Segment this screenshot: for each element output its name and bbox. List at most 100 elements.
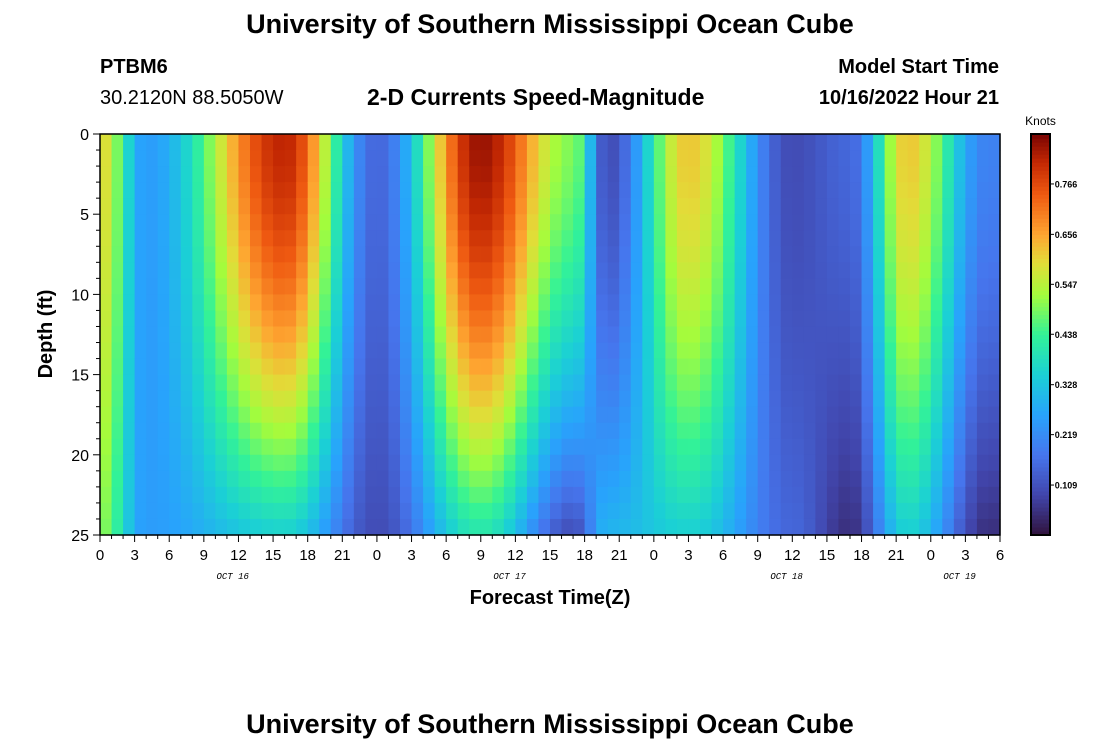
heatmap-cell bbox=[376, 454, 390, 472]
heatmap-cell bbox=[261, 278, 274, 295]
heatmap-cell bbox=[526, 422, 540, 440]
heatmap-cell bbox=[607, 502, 620, 520]
heatmap-cell bbox=[653, 358, 666, 376]
heatmap-cell bbox=[457, 422, 470, 440]
heatmap-cell bbox=[273, 182, 286, 199]
heatmap-cell bbox=[573, 390, 586, 408]
heatmap-cell bbox=[526, 182, 540, 199]
heatmap-cell bbox=[446, 150, 459, 167]
heatmap-cell bbox=[250, 182, 263, 199]
heatmap-cell bbox=[330, 198, 343, 215]
heatmap-cell bbox=[965, 454, 978, 472]
heatmap-cell bbox=[226, 470, 240, 488]
heatmap-cell bbox=[884, 470, 897, 488]
heatmap-cell bbox=[376, 438, 390, 456]
heatmap-cell bbox=[423, 502, 436, 520]
heatmap-cell bbox=[803, 486, 816, 504]
heatmap-cell bbox=[157, 134, 170, 151]
heatmap-cell bbox=[884, 422, 897, 440]
heatmap-cell bbox=[723, 438, 736, 456]
heatmap-cell bbox=[146, 518, 159, 536]
heatmap-cell bbox=[134, 342, 147, 360]
heatmap-cell bbox=[688, 310, 701, 328]
heatmap-cell bbox=[134, 486, 147, 504]
colorbar-segment bbox=[1031, 422, 1050, 428]
heatmap-cell bbox=[930, 358, 943, 376]
heatmap-cell bbox=[169, 422, 182, 440]
heatmap-cell bbox=[411, 166, 424, 183]
heatmap-cell bbox=[826, 166, 840, 183]
heatmap-cell bbox=[942, 326, 955, 344]
heatmap-cell bbox=[307, 454, 320, 472]
heatmap-cell bbox=[100, 486, 113, 504]
heatmap-cell bbox=[146, 214, 159, 231]
heatmap-cell bbox=[492, 278, 505, 295]
heatmap-cell bbox=[492, 310, 505, 328]
heatmap-cell bbox=[769, 230, 782, 247]
heatmap-cell bbox=[146, 502, 159, 520]
heatmap-cell bbox=[123, 278, 136, 295]
heatmap-cell bbox=[434, 198, 447, 215]
heatmap-cell bbox=[838, 454, 851, 472]
heatmap-cell bbox=[423, 214, 436, 231]
heatmap-cell bbox=[942, 134, 955, 151]
heatmap-cell bbox=[769, 422, 782, 440]
heatmap-cell bbox=[157, 214, 170, 231]
heatmap-cell bbox=[284, 246, 297, 263]
heatmap-cell bbox=[746, 422, 759, 440]
heatmap-cell bbox=[965, 246, 978, 263]
heatmap-cell bbox=[365, 390, 378, 408]
heatmap-cell bbox=[273, 214, 286, 231]
heatmap-cell bbox=[434, 214, 447, 231]
heatmap-cell bbox=[342, 246, 355, 263]
heatmap-cell bbox=[169, 294, 182, 312]
heatmap-cell bbox=[238, 294, 251, 312]
heatmap-cell bbox=[896, 358, 909, 376]
heatmap-cell bbox=[330, 182, 343, 199]
heatmap-cell bbox=[930, 374, 943, 392]
heatmap-cell bbox=[942, 166, 955, 183]
heatmap-cell bbox=[123, 438, 136, 456]
heatmap-cell bbox=[850, 326, 863, 344]
heatmap-cell bbox=[411, 502, 424, 520]
heatmap-cell bbox=[226, 310, 240, 328]
heatmap-cell bbox=[607, 230, 620, 247]
heatmap-cell bbox=[250, 214, 263, 231]
heatmap-cell bbox=[526, 342, 540, 360]
heatmap-cell bbox=[100, 182, 113, 199]
heatmap-cell bbox=[953, 198, 966, 215]
heatmap-cell bbox=[284, 326, 297, 344]
heatmap-cell bbox=[342, 470, 355, 488]
heatmap-cell bbox=[953, 166, 966, 183]
heatmap-cell bbox=[561, 438, 574, 456]
heatmap-cell bbox=[180, 198, 193, 215]
heatmap-cell bbox=[584, 150, 597, 167]
heatmap-cell bbox=[261, 198, 274, 215]
heatmap-cell bbox=[469, 198, 482, 215]
heatmap-cell bbox=[792, 390, 805, 408]
heatmap-cell bbox=[815, 422, 828, 440]
heatmap-cell bbox=[919, 342, 932, 360]
heatmap-cell bbox=[423, 166, 436, 183]
heatmap-cell bbox=[642, 134, 655, 151]
heatmap-cell bbox=[238, 374, 251, 392]
heatmap-cell bbox=[630, 390, 643, 408]
heatmap-cell bbox=[988, 358, 1001, 376]
heatmap-cell bbox=[757, 150, 770, 167]
heatmap-cell bbox=[330, 310, 343, 328]
heatmap-cell bbox=[584, 166, 597, 183]
heatmap-cell bbox=[492, 246, 505, 263]
heatmap-cell bbox=[803, 278, 816, 295]
heatmap-cell bbox=[746, 390, 759, 408]
heatmap-cell bbox=[561, 134, 574, 151]
heatmap-cell bbox=[850, 198, 863, 215]
heatmap-cell bbox=[284, 182, 297, 199]
heatmap-cell bbox=[850, 294, 863, 312]
heatmap-cell bbox=[861, 422, 874, 440]
heatmap-cell bbox=[873, 438, 886, 456]
heatmap-cell bbox=[192, 502, 205, 520]
heatmap-cell bbox=[342, 438, 355, 456]
heatmap-cell bbox=[965, 502, 978, 520]
heatmap-cell bbox=[376, 134, 390, 151]
heatmap-cell bbox=[826, 182, 840, 199]
